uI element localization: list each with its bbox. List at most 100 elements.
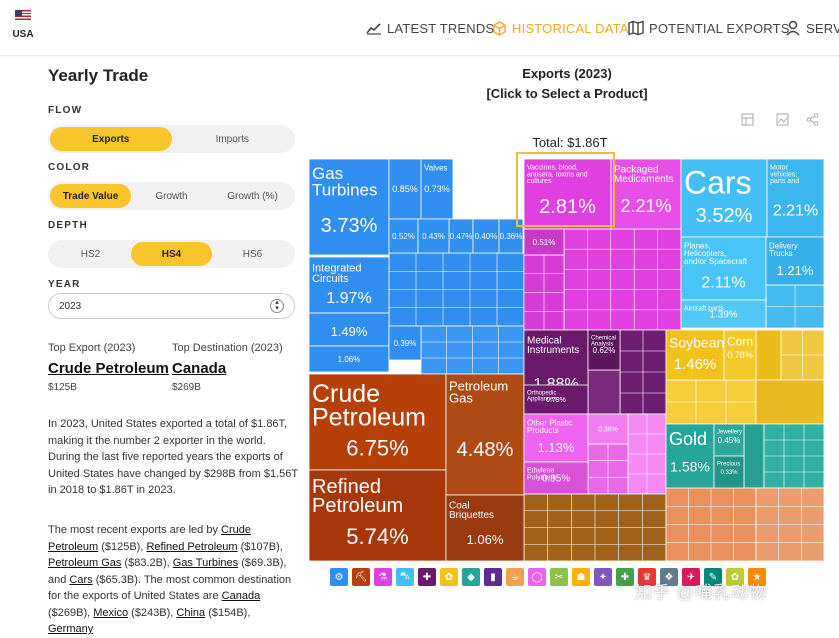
category-filter-icon[interactable]: ✈: [682, 568, 700, 586]
color-option-growth-pct[interactable]: Growth (%): [227, 190, 278, 202]
share-icon[interactable]: [806, 113, 820, 127]
nav-latest-trends[interactable]: LATEST TRENDS: [366, 18, 494, 38]
link-refined-petroleum[interactable]: Refined Petroleum: [146, 540, 238, 553]
flow-option-exports[interactable]: Exports: [50, 127, 172, 151]
nav-historical-data[interactable]: HISTORICAL DATA: [491, 18, 629, 38]
category-filter-icon[interactable]: ◯: [528, 568, 546, 586]
nav-services[interactable]: SERVI: [785, 18, 839, 38]
category-filter-icon[interactable]: ✿: [726, 568, 744, 586]
top-export-link[interactable]: Crude Petroleum: [48, 360, 169, 377]
treemap-tile[interactable]: [388, 158, 422, 220]
treemap-tile-value: 1.58%: [670, 458, 710, 474]
treemap-tile[interactable]: [523, 228, 565, 256]
category-filter-icon[interactable]: ⛍: [396, 568, 414, 586]
treemap-tile[interactable]: [610, 158, 682, 230]
link-cars[interactable]: Cars: [69, 573, 93, 586]
top-destination-link[interactable]: Canada: [172, 360, 227, 377]
treemap-tile-label: Jewellery: [717, 430, 742, 436]
treemap-tile-label: Petroleum: [449, 378, 508, 393]
link-mexico[interactable]: Mexico: [93, 606, 129, 619]
treemap-tile-label: Crude: [312, 380, 380, 408]
treemap-tile[interactable]: [680, 299, 767, 329]
link-gas-turbines[interactable]: Gas Turbines: [172, 557, 239, 569]
category-filter-icon[interactable]: ✂: [550, 568, 568, 586]
treemap-tile-value: 2.11%: [701, 275, 745, 292]
year-select[interactable]: 2023 ▴ ▾: [48, 293, 295, 319]
category-filter-icon[interactable]: ⚗: [374, 568, 392, 586]
treemap-tile[interactable]: [448, 218, 474, 254]
treemap-tile[interactable]: [523, 158, 612, 230]
treemap-tile[interactable]: [723, 329, 757, 381]
treemap-tile[interactable]: [587, 329, 621, 371]
treemap-tile-value: 0.43%: [422, 232, 445, 241]
treemap-tile-label: Helicopters,: [684, 249, 726, 258]
treemap-tile-minor[interactable]: [587, 369, 621, 415]
treemap-tile[interactable]: [308, 373, 447, 471]
treemap-tile[interactable]: [417, 218, 450, 254]
treemap-tile[interactable]: [523, 384, 589, 415]
flow-label: FLOW: [48, 105, 83, 116]
treemap-tile-label: Chemical: [591, 336, 616, 342]
depth-option-hs4[interactable]: HS4: [131, 242, 212, 266]
treemap-tile-label: Products: [527, 426, 559, 435]
treemap-tile[interactable]: [308, 345, 390, 373]
link-germany[interactable]: Germany: [48, 623, 94, 635]
treemap-tile[interactable]: [308, 158, 390, 256]
category-filter-icon[interactable]: ★: [748, 568, 766, 586]
treemap-tile-label: Planes,: [684, 242, 711, 251]
treemap-tile[interactable]: [680, 236, 767, 301]
link-canada[interactable]: Canada: [221, 590, 261, 602]
category-filter-icon[interactable]: ✿: [440, 568, 458, 586]
treemap-tile-minor[interactable]: [743, 423, 765, 489]
chevron-updown-icon: ▴ ▾: [270, 299, 284, 313]
depth-option-hs6[interactable]: HS6: [242, 248, 263, 260]
treemap-tile[interactable]: [388, 218, 419, 254]
treemap-tile-value: 4.48%: [457, 439, 514, 461]
category-filter-icon[interactable]: ✚: [616, 568, 634, 586]
country-name: USA: [12, 29, 34, 40]
treemap-tile-minor[interactable]: [563, 228, 682, 331]
treemap-tile[interactable]: [388, 325, 422, 361]
category-filter-icon[interactable]: ✎: [704, 568, 722, 586]
category-filter-icon[interactable]: ♛: [638, 568, 656, 586]
category-filter-icon[interactable]: ⛏: [352, 568, 370, 586]
category-filter-icon[interactable]: ✦: [594, 568, 612, 586]
category-filter-icon[interactable]: ◆: [462, 568, 480, 586]
treemap-tile[interactable]: [498, 218, 524, 254]
treemap-tile[interactable]: [766, 158, 825, 238]
category-filter-icon[interactable]: ❖: [660, 568, 678, 586]
treemap-tile[interactable]: [765, 236, 825, 286]
treemap-tile[interactable]: [308, 256, 390, 314]
category-filter-icon[interactable]: ✚: [418, 568, 436, 586]
category-filter-icon[interactable]: ▮: [484, 568, 502, 586]
treemap-tile-value: 2.21%: [620, 196, 671, 216]
treemap-tile[interactable]: [420, 158, 454, 220]
treemap-tile-label: Coal: [449, 501, 470, 512]
link-china[interactable]: China: [176, 606, 206, 619]
treemap-tile[interactable]: [587, 413, 629, 445]
treemap-tile[interactable]: [523, 461, 589, 495]
category-filter-icon[interactable]: ☕: [506, 568, 524, 586]
top-destination-label: Top Destination (2023): [172, 342, 283, 354]
nav-potential-exports[interactable]: POTENTIAL EXPORTS: [628, 18, 790, 38]
treemap-tile[interactable]: [665, 423, 715, 489]
treemap-tile[interactable]: [680, 158, 768, 238]
color-option-growth[interactable]: Growth: [155, 190, 188, 202]
flow-option-imports[interactable]: Imports: [215, 133, 249, 145]
country-selector[interactable]: USA: [10, 10, 36, 42]
treemap-tile-minor[interactable]: [755, 379, 825, 425]
treemap-tile-value: 1.46%: [674, 356, 717, 373]
link-crude-petroleum[interactable]: Crude Petroleum: [48, 524, 251, 553]
treemap-tile-label: Analysis: [591, 341, 613, 347]
treemap-tile[interactable]: [445, 494, 525, 562]
treemap-tile[interactable]: [713, 455, 745, 489]
treemap-tile-value: 3.52%: [696, 205, 753, 227]
table-view-icon[interactable]: [741, 113, 755, 127]
category-filter-icon[interactable]: ⚙: [330, 568, 348, 586]
color-option-trade-value[interactable]: Trade Value: [50, 184, 131, 208]
depth-option-hs2[interactable]: HS2: [80, 248, 101, 260]
category-filter-icon[interactable]: ☗: [572, 568, 590, 586]
image-download-icon[interactable]: [776, 113, 790, 127]
link-petroleum-gas[interactable]: Petroleum Gas: [48, 557, 122, 569]
treemap-tile-minor[interactable]: [755, 329, 782, 381]
